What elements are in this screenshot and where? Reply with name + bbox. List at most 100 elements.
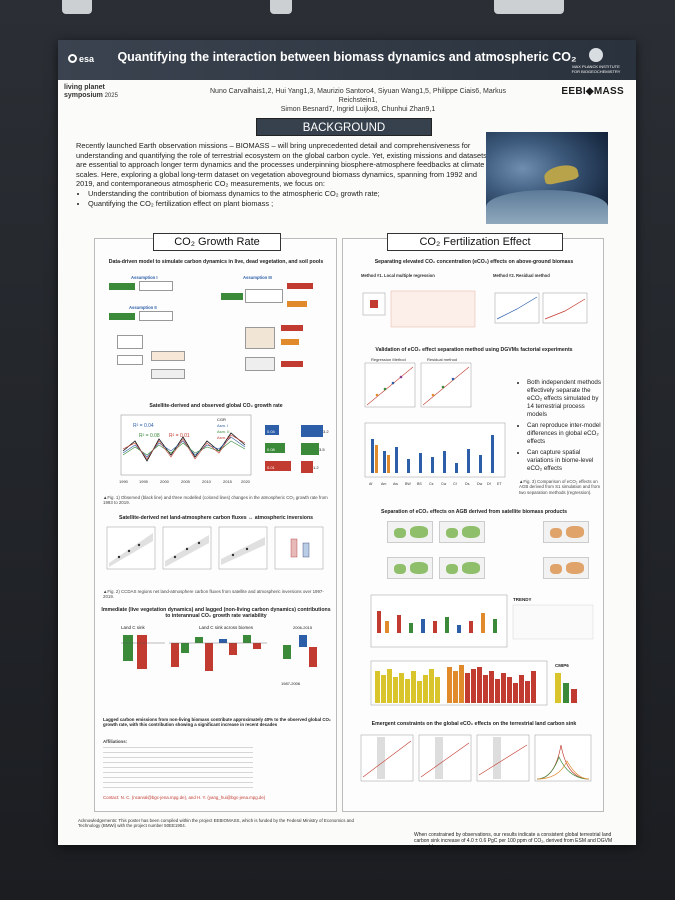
bar	[301, 425, 323, 437]
cwd-pool	[151, 351, 185, 361]
bar	[455, 463, 458, 473]
bar	[491, 435, 494, 473]
method1-label: Method #1. Local multiple regression	[361, 273, 435, 278]
carbon-assimilation-arrow	[221, 293, 243, 300]
validation-bullets: Both independent methods effectively sep…	[519, 379, 601, 476]
soil-organic-carbon-pool	[245, 357, 275, 371]
bar-label: 0.08	[267, 447, 276, 452]
x-tick: 2020	[241, 479, 251, 484]
asm-iii-line	[122, 434, 246, 460]
biome-tick: Ds	[465, 482, 470, 486]
panel-title: Residual method	[427, 357, 457, 362]
x-tick: 2000	[160, 479, 170, 484]
legend-entry: Asm. II	[217, 429, 229, 434]
box	[493, 619, 497, 633]
legend-entry: CGR	[217, 417, 226, 422]
fit-line	[420, 742, 470, 778]
box-plot	[302, 542, 310, 558]
contact-info: Contact: N. C. (ncarval@bgc-jena.mpg.de)…	[103, 795, 266, 800]
residual-plot	[542, 292, 588, 324]
fit-line	[366, 366, 414, 406]
bar	[443, 451, 446, 473]
co2-growth-rate-heading: CO₂ Growth Rate	[153, 233, 281, 251]
model-point	[391, 381, 395, 385]
emission-arrow	[287, 283, 313, 289]
trend-line	[496, 296, 538, 320]
bar	[419, 453, 422, 473]
bar	[265, 461, 291, 471]
minerva-icon	[589, 48, 603, 62]
bar	[531, 671, 536, 703]
biome-tick: Af	[369, 482, 372, 486]
biome-tick: Aw	[393, 482, 398, 486]
carbon-assimilation-arrow	[109, 313, 135, 320]
bar	[265, 425, 279, 435]
scientific-poster: esa Quantifying the interaction between …	[58, 40, 636, 845]
earth-limb	[486, 190, 608, 224]
co2-fertilization-panel: CO₂ Fertilization Effect Separating elev…	[342, 233, 604, 812]
bar	[423, 675, 428, 703]
model-point	[399, 375, 403, 379]
bar	[299, 635, 307, 647]
constraint-panel	[476, 734, 530, 782]
background-text: Recently launched Earth observation miss…	[76, 141, 488, 208]
bar	[387, 455, 390, 473]
poster-header: esa Quantifying the interaction between …	[58, 40, 636, 113]
biome-tick: Cf	[453, 482, 457, 486]
bar	[381, 675, 386, 703]
cmip6-label: CMIP6	[555, 663, 569, 668]
bar	[507, 677, 512, 703]
box	[385, 621, 389, 633]
period-label: 1987-2006	[281, 681, 301, 686]
global-map	[387, 521, 433, 543]
bar	[477, 667, 482, 703]
bar	[171, 643, 179, 667]
cwd-decomposition-arrow	[281, 339, 299, 345]
bar	[467, 449, 470, 473]
decomposition-arrow	[287, 301, 307, 307]
method2-label: Method #2. Residual method	[493, 273, 550, 278]
bar	[407, 459, 410, 473]
bar-label: 3.2	[323, 429, 329, 434]
box	[421, 619, 425, 633]
biomass-satellite-icon	[542, 162, 580, 186]
assumption-label: Assumption II	[129, 305, 157, 310]
bar	[219, 639, 227, 643]
bar	[519, 675, 524, 703]
pdf-panel	[534, 734, 592, 782]
validation-bullet: Can reproduce inter-model differences in…	[527, 422, 601, 446]
bar	[395, 447, 398, 473]
final-conclusion: When constrained by observations, our re…	[414, 832, 613, 845]
soc-burning-arrow	[281, 361, 303, 367]
bar	[309, 647, 317, 667]
flux-scatter-panels	[106, 526, 324, 570]
bar	[563, 683, 569, 703]
bar	[571, 689, 577, 703]
legend-title: TRENDY	[513, 597, 532, 602]
fit-line	[422, 366, 470, 406]
fig2-caption: ▲Fig. 2) CCDAS regions net land-atmosphe…	[103, 589, 324, 600]
biome-tick: Cw	[441, 482, 447, 486]
data-point	[231, 553, 235, 557]
model-point	[451, 377, 455, 381]
bar	[431, 457, 434, 473]
bar	[471, 669, 476, 703]
contribution-bar-charts: Land C sink Land C sink across biomes 20…	[121, 625, 317, 686]
fit-line	[362, 740, 412, 778]
bar	[417, 681, 422, 703]
bar	[453, 671, 458, 703]
bar	[375, 671, 380, 703]
legend-entry: Asm. III	[217, 435, 231, 440]
biome-tick: BS	[417, 482, 422, 486]
affiliations-heading: Affiliations:	[103, 739, 128, 744]
bar-label: 1.2	[313, 465, 319, 470]
mpi-logo: MAX PLANCK INSTITUTE FOR BIOGEOCHEMISTRY	[570, 48, 622, 74]
separation-subtitle: Separating elevated CO₂ concentration (e…	[374, 259, 574, 265]
bar	[435, 677, 440, 703]
asm-i-line	[122, 436, 246, 458]
bar	[513, 683, 518, 703]
bar	[479, 455, 482, 473]
background-heading: BACKGROUND	[256, 118, 432, 136]
bar	[243, 635, 251, 643]
period-label: 2006-2015	[293, 625, 313, 630]
